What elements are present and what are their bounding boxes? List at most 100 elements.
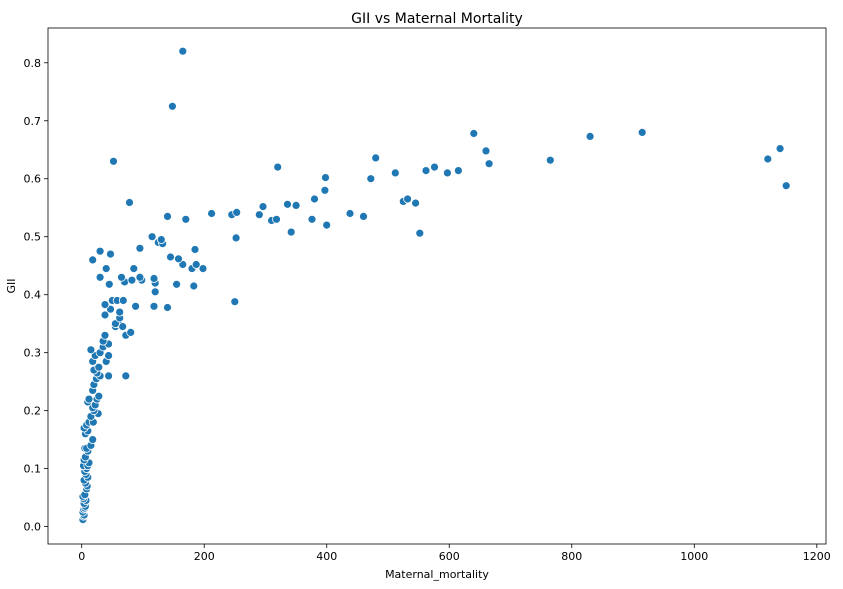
data-point (178, 46, 188, 56)
x-tick-label: 0 (78, 550, 85, 563)
data-point (131, 301, 141, 311)
chart-title: GII vs Maternal Mortality (351, 11, 523, 27)
data-point (322, 220, 332, 230)
data-point (95, 272, 105, 282)
y-tick-label: 0.1 (24, 463, 42, 476)
x-axis-ticks: 0 200 400 600 800 1000 1200 (78, 544, 831, 563)
data-point (411, 198, 421, 208)
data-point (231, 233, 241, 243)
data-point (172, 279, 182, 289)
y-tick-label: 0.3 (24, 347, 42, 360)
points-layer (78, 46, 791, 524)
data-point (310, 194, 319, 204)
data-point (320, 185, 330, 195)
data-point (94, 391, 104, 401)
data-point (125, 198, 134, 207)
data-point (345, 209, 355, 218)
y-tick-label: 0.8 (24, 57, 42, 70)
data-point (207, 209, 217, 218)
data-point (258, 202, 268, 212)
data-point (86, 345, 96, 355)
data-point (442, 168, 452, 178)
data-point (272, 214, 281, 224)
x-tick-label: 600 (439, 550, 460, 563)
x-tick-label: 400 (316, 550, 337, 563)
data-point (121, 371, 131, 381)
data-point (100, 310, 110, 320)
data-point (129, 264, 139, 274)
data-point (273, 162, 283, 172)
data-point (198, 264, 208, 274)
x-tick-label: 200 (194, 550, 215, 563)
y-axis-label: GII (5, 278, 18, 293)
data-point (111, 319, 120, 329)
data-point (415, 228, 425, 238)
data-point (149, 274, 159, 283)
data-point (147, 232, 157, 242)
data-point (453, 166, 463, 176)
data-point (637, 127, 647, 137)
data-point (163, 303, 172, 312)
plot-background (48, 28, 826, 544)
data-point (94, 362, 104, 372)
data-point (232, 207, 242, 217)
data-point (469, 129, 479, 138)
data-point (135, 243, 145, 253)
x-axis-label: Maternal_mortality (385, 568, 489, 581)
data-point (156, 235, 166, 245)
data-point (118, 322, 128, 332)
data-point (88, 255, 98, 265)
y-tick-label: 0.6 (24, 173, 42, 186)
data-point (421, 166, 431, 176)
data-point (484, 159, 494, 169)
data-point (230, 297, 240, 307)
data-point (104, 279, 114, 289)
plot-frame (47, 27, 827, 545)
y-tick-label: 0.4 (24, 289, 42, 302)
x-tick-label: 1000 (680, 550, 708, 563)
data-point (166, 252, 175, 262)
data-point (189, 281, 199, 291)
data-point (371, 153, 381, 163)
data-point (321, 173, 330, 183)
data-point (174, 254, 183, 264)
data-point (403, 194, 413, 204)
y-tick-label: 0.5 (24, 231, 42, 244)
data-point (84, 394, 94, 404)
data-point (88, 435, 98, 445)
data-point (359, 211, 368, 221)
data-point (366, 174, 376, 184)
data-point (190, 245, 200, 254)
data-point (95, 246, 105, 256)
data-point (390, 168, 400, 178)
data-point (163, 211, 172, 221)
y-axis-ticks: 0.0 0.1 0.2 0.3 0.4 0.5 0.6 0.7 0.8 (24, 57, 48, 534)
y-tick-label: 0.0 (24, 521, 42, 534)
data-point (106, 249, 115, 259)
data-point (115, 307, 125, 317)
data-point (101, 264, 111, 274)
data-point (135, 272, 145, 282)
data-point (775, 144, 785, 154)
data-point (481, 146, 491, 156)
x-tick-label: 800 (561, 550, 582, 563)
data-point (149, 301, 159, 311)
data-point (104, 351, 113, 361)
data-point (117, 272, 126, 282)
data-point (181, 214, 191, 224)
data-point (254, 210, 264, 220)
data-point (109, 156, 118, 166)
data-point (545, 155, 555, 165)
data-point (100, 300, 110, 310)
data-point (585, 131, 595, 141)
data-point (307, 214, 317, 224)
data-point (286, 227, 296, 237)
data-point (104, 371, 113, 381)
data-point (430, 162, 439, 172)
data-point (283, 199, 292, 209)
data-point (150, 287, 160, 297)
data-point (291, 200, 301, 210)
x-tick-label: 1200 (803, 550, 831, 563)
